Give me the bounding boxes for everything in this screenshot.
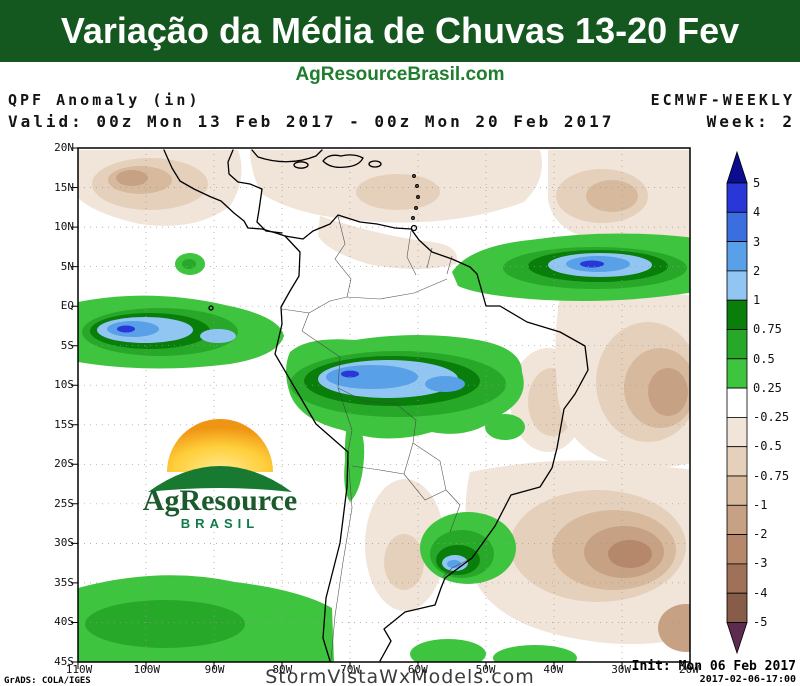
colorbar-label: -0.25 (753, 410, 790, 425)
title-banner: Variação da Média de Chuvas 13-20 Fev (0, 0, 800, 62)
grads-credit: GrADS: COLA/IGES (4, 676, 91, 686)
dry-anomaly-regions (78, 150, 690, 652)
colorbar-label: 5 (753, 176, 761, 190)
coast-cuba (251, 149, 323, 163)
page-title: Variação da Média de Chuvas 13-20 Fev (60, 10, 740, 51)
lat-tick-label: 15S (54, 417, 74, 431)
lat-tick-label: 40S (54, 615, 74, 629)
lon-tick-label: 100W (133, 663, 161, 676)
colorbar-label: -3 (753, 556, 768, 571)
logo-field-arc-icon (148, 466, 292, 492)
colorbar-label: 2 (753, 263, 761, 278)
lat-tick-label: EQ (60, 299, 74, 313)
lat-tick-label: 35S (54, 575, 74, 589)
grid-lines (78, 148, 690, 662)
country-borders (281, 215, 473, 661)
colorbar-label: -5 (753, 614, 768, 629)
map-frame (77, 147, 691, 663)
lat-tick-label: 45S (54, 654, 74, 668)
site-strip: AgResourceBrasil.com (0, 62, 800, 88)
colorbar-label: 0.25 (753, 380, 782, 395)
colorbar-label: -1 (753, 497, 768, 512)
latitude-axis: 20N 15N 10N 5N EQ 5S 10S 15S 20S 25S 30S… (40, 142, 74, 668)
week-label: Week: 2 (706, 112, 795, 131)
colorbar-arrow-top (726, 150, 748, 184)
island-hispaniola (322, 154, 364, 169)
colorbar (726, 150, 748, 655)
island-antilles (412, 174, 416, 178)
logo-subtitle: BRASIL (181, 516, 259, 531)
island-galapagos (208, 305, 214, 311)
colorbar-label: 4 (753, 205, 761, 220)
logo-title: AgResource (143, 484, 297, 517)
lon-tick-label: 80W (272, 663, 293, 676)
island-antilles (411, 216, 415, 220)
colorbar-label: -4 (753, 585, 768, 600)
coast-central-america-caribbean (227, 149, 283, 234)
island-antilles (415, 184, 419, 188)
axis-ticks (71, 147, 691, 669)
longitude-axis: 110W 100W 90W 80W 70W 60W 50W 40W 30W 20… (61, 663, 707, 676)
lon-tick-label: 20W (678, 663, 699, 676)
island-jamaica (293, 161, 309, 169)
lon-tick-label: 50W (475, 663, 496, 676)
run-timestamp: 2017-02-06-17:00 (699, 674, 796, 685)
lat-tick-label: 20S (54, 457, 74, 471)
colorbar-label: 0.75 (753, 322, 782, 337)
coast-south-america (274, 214, 589, 662)
lat-tick-label: 10S (54, 378, 74, 392)
lat-tick-label: 30S (54, 536, 74, 550)
island-trinidad (410, 224, 418, 232)
colorbar-arrow-bottom (726, 622, 748, 655)
colorbar-labels: 5 4 3 2 1 0.75 0.5 0.25 -0.25 -0.5 -0.75… (753, 175, 789, 630)
lon-tick-label: 110W (65, 663, 93, 676)
lon-tick-label: 90W (204, 663, 225, 676)
dry-venezuela (318, 216, 457, 269)
colorbar-label: 1 (753, 293, 761, 308)
colorbar-label: -0.5 (753, 439, 782, 454)
agresource-logo: AgResource BRASIL (143, 419, 297, 531)
lat-tick-label: 5S (60, 338, 74, 352)
wet-andes-strip (344, 414, 365, 502)
logo-sun-icon (167, 419, 273, 472)
colorbar-label: 3 (753, 234, 761, 249)
valid-range-label: Valid: 00z Mon 13 Feb 2017 - 00z Mon 20 … (8, 112, 615, 131)
model-label: ECMWF-WEEKLY (650, 91, 795, 109)
island-antilles (414, 206, 418, 210)
lat-tick-label: 5N (60, 259, 74, 273)
lat-tick-label: 10N (54, 220, 74, 234)
island-antilles (416, 195, 420, 199)
site-url: AgResourceBrasil.com (295, 64, 505, 85)
map-plot-area (78, 148, 690, 662)
lat-tick-label: 20N (54, 141, 74, 154)
lat-tick-label: 15N (54, 180, 74, 194)
island-puerto-rico (368, 160, 382, 168)
init-date: Init: Mon 06 Feb 2017 (631, 659, 796, 674)
colorbar-label: -2 (753, 527, 768, 542)
colorbar-label: -0.75 (753, 468, 790, 483)
wet-anomaly-regions (78, 233, 690, 662)
watermark: StormVistaWxModels.com (265, 666, 535, 686)
lon-tick-label: 70W (340, 663, 360, 676)
colorbar-label: 0.5 (753, 351, 775, 366)
lat-tick-label: 25S (54, 496, 74, 510)
product-label: QPF Anomaly (in) (8, 91, 201, 109)
lon-tick-label: 30W (611, 663, 632, 676)
coastlines (163, 149, 589, 662)
lon-tick-label: 60W (407, 663, 428, 676)
lon-tick-label: 40W (543, 663, 564, 676)
